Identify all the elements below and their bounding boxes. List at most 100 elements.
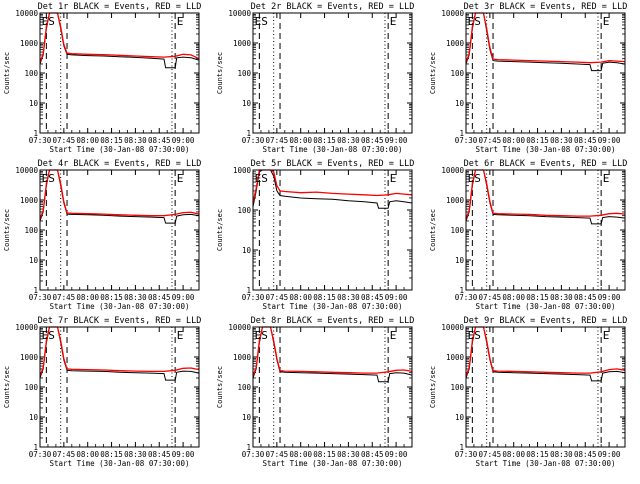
x-tick-label: 07:45 [53,136,76,145]
y-tick-label: 1000 [20,196,39,205]
marker-label-es: ES [255,329,268,342]
y-axis-label: Counts/sec [3,366,11,408]
x-tick-label: 08:00 [76,136,99,145]
plot-panel-1: Det 1r BLACK = Events, RED = LLD 1 10 100 10… [3,2,201,154]
plot-title: Det 6r BLACK = Events, RED = LLD [464,159,628,169]
plot-panel-8: Det 8r BLACK = Events, RED = LLD 1 10 100 10… [216,316,414,468]
marker-label-e: E [177,15,184,28]
y-tick-label: 100 [450,383,464,392]
y-tick-label: 10000 [15,9,38,18]
marker-label-e: E [390,172,397,185]
y-axis-label: Counts/sec [216,366,224,408]
y-tick-label: 100 [450,226,464,235]
marker-label-e: E [177,172,184,185]
x-tick-label: 07:45 [479,450,502,459]
y-tick-label: 10000 [441,323,464,332]
marker-label-es: ES [255,15,268,28]
x-axis-label: Start Time (30-Jan-08 07:30:00) [50,459,190,468]
plot-panel-9: Det 9r BLACK = Events, RED = LLD 1 10 100 10… [429,316,627,468]
y-tick-label: 10 [242,99,252,108]
x-tick-label: 08:30 [337,293,360,302]
plot-frame [39,326,200,448]
x-tick-label: 08:45 [148,136,171,145]
x-tick-label: 07:45 [266,293,289,302]
y-tick-label: 1000 [20,353,39,362]
x-tick-label: 08:45 [574,450,597,459]
x-tick-label: 08:15 [100,293,123,302]
plot-title: Det 8r BLACK = Events, RED = LLD [251,316,415,326]
plot-title: Det 9r BLACK = Events, RED = LLD [464,316,628,326]
x-tick-label: 07:45 [53,293,76,302]
y-axis-label: Counts/sec [429,52,437,94]
x-tick-label: 09:00 [172,293,195,302]
y-tick-label: 10000 [441,166,464,175]
plot-frame [252,12,413,134]
y-tick-label: 10 [242,246,252,255]
x-tick-label: 07:45 [266,450,289,459]
marker-label-e: E [390,329,397,342]
y-tick-label: 1000 [446,196,465,205]
plot-panel-3: Det 3r BLACK = Events, RED = LLD 1 10 100 10… [429,2,627,154]
marker-label-e: E [603,172,610,185]
y-tick-label: 1000 [20,39,39,48]
y-tick-label: 100 [450,69,464,78]
marker-label-es: ES [468,172,481,185]
plot-title: Det 5r BLACK = Events, RED = LLD [251,159,415,169]
x-tick-label: 08:30 [550,293,573,302]
x-tick-label: 08:45 [361,450,384,459]
y-tick-label: 1000 [233,39,252,48]
plot-title: Det 7r BLACK = Events, RED = LLD [38,316,202,326]
marker-label-es: ES [42,172,55,185]
x-tick-label: 08:00 [76,450,99,459]
y-tick-label: 1 [33,129,38,138]
x-tick-label: 08:00 [502,136,525,145]
y-tick-label: 100 [237,383,251,392]
events-series-line [39,12,200,69]
y-tick-label: 10000 [228,9,251,18]
marker-label-es: ES [468,329,481,342]
y-tick-label: 1000 [446,353,465,362]
y-tick-label: 10000 [15,323,38,332]
y-tick-label: 100 [24,383,38,392]
y-tick-label: 1 [246,286,251,295]
x-tick-label: 08:15 [526,450,549,459]
x-tick-label: 08:45 [148,293,171,302]
y-tick-label: 1000 [233,353,252,362]
x-tick-label: 07:30 [455,136,478,145]
y-tick-label: 10000 [441,9,464,18]
x-tick-label: 08:15 [526,136,549,145]
y-tick-label: 10 [242,413,252,422]
x-tick-label: 09:00 [385,450,408,459]
y-tick-label: 1000 [233,166,252,175]
x-tick-label: 08:15 [100,450,123,459]
y-tick-label: 1 [33,443,38,452]
marker-label-e: E [603,15,610,28]
plot-title: Det 4r BLACK = Events, RED = LLD [38,159,202,169]
x-tick-label: 08:15 [313,136,336,145]
y-axis-label: Counts/sec [3,209,11,251]
x-tick-label: 07:30 [455,293,478,302]
y-tick-label: 10 [29,99,39,108]
x-tick-label: 07:45 [479,293,502,302]
plot-panel-5: Det 5r BLACK = Events, RED = LLD 1 10 100 10… [216,159,414,311]
x-tick-label: 08:00 [289,450,312,459]
x-tick-label: 08:30 [337,136,360,145]
x-tick-label: 07:45 [479,136,502,145]
plot-frame [39,169,200,291]
y-tick-label: 1000 [446,39,465,48]
x-tick-label: 08:45 [574,293,597,302]
y-tick-label: 100 [237,69,251,78]
marker-label-es: ES [42,15,55,28]
x-tick-label: 08:45 [574,136,597,145]
y-axis-label: Counts/sec [429,366,437,408]
plot-frame [252,326,413,448]
y-axis-label: Counts/sec [216,52,224,94]
x-tick-label: 08:00 [76,293,99,302]
x-axis-label: Start Time (30-Jan-08 07:30:00) [263,459,403,468]
plot-frame [465,169,626,291]
x-tick-label: 07:30 [29,293,52,302]
marker-label-es: ES [468,15,481,28]
marker-label-e: E [390,15,397,28]
x-axis-label: Start Time (30-Jan-08 07:30:00) [476,459,616,468]
